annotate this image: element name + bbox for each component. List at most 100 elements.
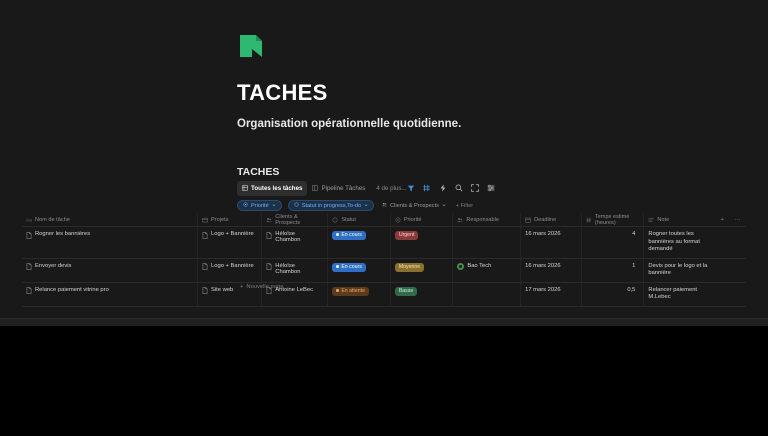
temps-value: 0,5 <box>627 286 636 293</box>
settings-icon[interactable] <box>487 184 496 193</box>
table-row[interactable]: Envoyer devis Logo + Bannière Héloïse Ch… <box>22 258 746 283</box>
cell-deadline[interactable]: 17 mars 2026 <box>521 282 582 306</box>
cell-name[interactable]: Envoyer devis <box>22 258 199 282</box>
temps-value: 1 <box>632 262 636 269</box>
cell-responsable[interactable] <box>453 227 522 258</box>
calendar-icon <box>525 217 531 223</box>
filter-pill-clients-prospects[interactable]: Clients & Prospects <box>380 200 448 211</box>
cell-priorite[interactable]: Urgent <box>391 227 454 258</box>
avatar <box>457 263 465 270</box>
task-name-label: Envoyer devis <box>35 262 72 269</box>
column-header-statut[interactable]: Statut <box>328 213 391 226</box>
cell-name[interactable]: Rogner les bannières <box>22 227 199 258</box>
column-header-projets[interactable]: Projets <box>198 213 263 226</box>
filter-icon[interactable] <box>407 184 416 193</box>
cell-client[interactable]: Héloïse Chambon <box>262 227 329 258</box>
status-icon <box>294 202 299 209</box>
cell-projet[interactable]: Logo + Bannière <box>198 227 263 258</box>
page-subtitle[interactable]: Organisation opérationnelle quotidienne. <box>237 118 462 130</box>
cell-deadline[interactable]: 16 mars 2026 <box>521 258 582 282</box>
search-icon[interactable] <box>455 184 464 193</box>
page-doc-icon <box>26 231 32 239</box>
filter-pill-label: Clients & Prospects <box>390 202 439 209</box>
column-header-label: Priorité <box>403 216 422 223</box>
cell-projet[interactable]: Site web <box>198 282 263 306</box>
filter-pill-label: Statut in progress,To-do <box>301 202 362 209</box>
chevron-down-icon <box>364 203 368 209</box>
database-title[interactable]: TACHES <box>237 166 280 178</box>
table-options-button[interactable]: ··· <box>734 216 741 223</box>
projet-label: Logo + Bannière <box>211 262 254 269</box>
expand-icon[interactable] <box>471 184 480 193</box>
cell-statut[interactable]: En cours <box>328 227 391 258</box>
filter-pill-statut[interactable]: Statut in progress,To-do <box>287 200 375 211</box>
priority-badge: Moyenne <box>394 262 425 272</box>
page-icon[interactable] <box>238 33 264 59</box>
page-title[interactable]: TACHES <box>237 80 328 105</box>
column-header-responsable[interactable]: Responsable <box>453 213 522 226</box>
tasks-table: Aa Nom de tâche Projets Clients & Prospe… <box>22 213 746 307</box>
column-header-priorite[interactable]: Priorité <box>391 213 454 226</box>
table-header-row: Aa Nom de tâche Projets Clients & Prospe… <box>22 213 746 227</box>
note-label: Relancer paiement M.Lebec <box>648 286 698 301</box>
cell-client[interactable]: Héloïse Chambon <box>262 258 329 282</box>
page-doc-icon <box>202 287 208 294</box>
cell-priorite[interactable]: Basse <box>391 282 454 306</box>
cell-name[interactable]: Relance paiement vitrine pro <box>22 282 199 306</box>
page-doc-icon <box>202 231 208 239</box>
cell-client[interactable]: Antoine LeBec <box>262 282 329 306</box>
column-header-label: Statut <box>341 216 356 223</box>
client-label: Héloïse Chambon <box>275 262 301 275</box>
sort-icon[interactable] <box>423 184 432 193</box>
cell-temps[interactable]: 0,5 <box>582 282 645 306</box>
new-page-button[interactable]: + Nouvelle page <box>240 284 283 290</box>
column-header-label: Nom de tâche <box>35 216 70 223</box>
cell-note[interactable]: Devis pour le logo et la bannière <box>644 259 715 282</box>
priority-badge: Urgent <box>394 231 419 240</box>
column-header-clients[interactable]: Clients & Prospects <box>262 213 329 226</box>
cell-deadline[interactable]: 16 mars 2026 <box>521 227 582 258</box>
database-toolbar: Toutes les tâches Pipeline Tâches 4 de p… <box>237 180 495 196</box>
column-header-deadline[interactable]: Deadline <box>521 213 582 226</box>
new-page-label: Nouvelle page <box>246 284 284 290</box>
number-icon <box>586 217 592 223</box>
view-tab-label: Pipeline Tâches <box>321 184 366 192</box>
page-doc-icon <box>266 263 272 270</box>
projet-label: Logo + Bannière <box>211 231 254 237</box>
cell-priorite[interactable]: Moyenne <box>391 258 454 282</box>
cell-temps[interactable]: 1 <box>582 258 645 282</box>
text-icon <box>648 217 654 223</box>
cell-responsable[interactable] <box>453 282 522 306</box>
more-views-button[interactable]: 4 de plus... <box>376 184 407 192</box>
filter-pill-label: Priorité <box>251 202 269 209</box>
automation-icon[interactable] <box>439 184 448 193</box>
filter-pill-priorite[interactable]: Priorité <box>237 200 282 211</box>
view-tab-pipeline-taches[interactable]: Pipeline Tâches <box>307 181 370 196</box>
column-header-temps[interactable]: Temps estimé (heures) <box>582 213 645 226</box>
people-icon <box>266 217 273 223</box>
column-header-note[interactable]: Note <box>644 213 715 226</box>
cell-statut[interactable]: En attente <box>328 282 391 306</box>
row-spacer <box>731 259 746 282</box>
note-label: Rogner toutes les bannières au format de… <box>648 231 700 252</box>
cell-responsable[interactable]: Bao Tech <box>453 258 522 282</box>
target-icon <box>395 217 401 223</box>
cell-temps[interactable]: 4 <box>582 227 645 258</box>
table-row[interactable]: Rogner les bannières Logo + Bannière Hél… <box>22 227 746 259</box>
table-row[interactable]: Relance paiement vitrine pro Site web An… <box>22 282 746 307</box>
row-spacer <box>731 283 746 306</box>
view-tab-toutes-les-taches[interactable]: Toutes les tâches <box>237 180 308 196</box>
column-header-label: Responsable <box>466 216 499 223</box>
column-header-name[interactable]: Aa Nom de tâche <box>22 213 199 226</box>
cell-note[interactable]: Relancer paiement M.Lebec <box>644 283 715 306</box>
add-column-button[interactable]: + <box>720 216 724 223</box>
task-name-label: Rogner les bannières <box>35 231 91 237</box>
cell-projet[interactable]: Logo + Bannière <box>198 258 263 282</box>
row-spacer <box>716 283 731 306</box>
board-view-icon <box>312 185 319 191</box>
add-filter-button[interactable]: + Filter <box>455 202 474 209</box>
cell-statut[interactable]: En cours <box>328 258 391 282</box>
cell-note[interactable]: Rogner toutes les bannières au format de… <box>644 227 715 258</box>
note-label: Devis pour le logo et la bannière <box>648 262 708 277</box>
